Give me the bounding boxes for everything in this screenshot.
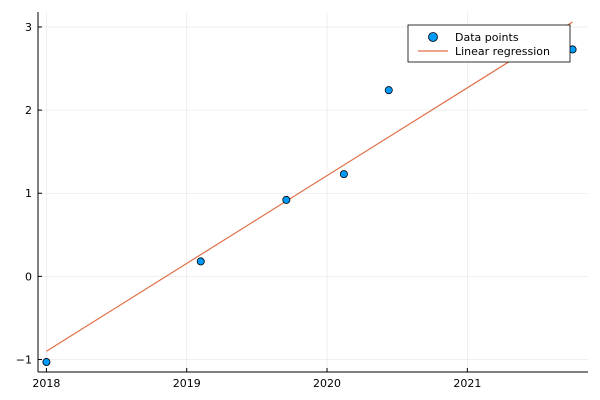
legend-label-linear-regression: Linear regression [455, 45, 550, 58]
data-point [196, 257, 205, 266]
y-tick-label: 3 [25, 21, 32, 34]
axes [37, 12, 588, 373]
y-tick-label: 2 [25, 104, 32, 117]
y-tick-label: −1 [16, 354, 32, 367]
y-tick-label: 0 [25, 270, 32, 283]
grid [38, 12, 588, 372]
data-point [384, 86, 393, 95]
x-tick-label: 2021 [453, 377, 481, 390]
x-tick-label: 2020 [313, 377, 341, 390]
data-point [282, 195, 291, 204]
tick-labels: 2018 2019 2020 2021 −1 0 1 2 3 [16, 21, 482, 390]
data-point [339, 170, 348, 179]
data-point [42, 358, 51, 367]
legend-box [407, 24, 571, 63]
legend-marker-data-points [428, 32, 438, 42]
y-tick-label: 1 [25, 187, 32, 200]
plot-area [42, 21, 577, 367]
regression-line [46, 21, 573, 352]
legend-label-data-points: Data points [455, 31, 519, 44]
x-tick-label: 2019 [173, 377, 201, 390]
x-tick-label: 2018 [32, 377, 60, 390]
